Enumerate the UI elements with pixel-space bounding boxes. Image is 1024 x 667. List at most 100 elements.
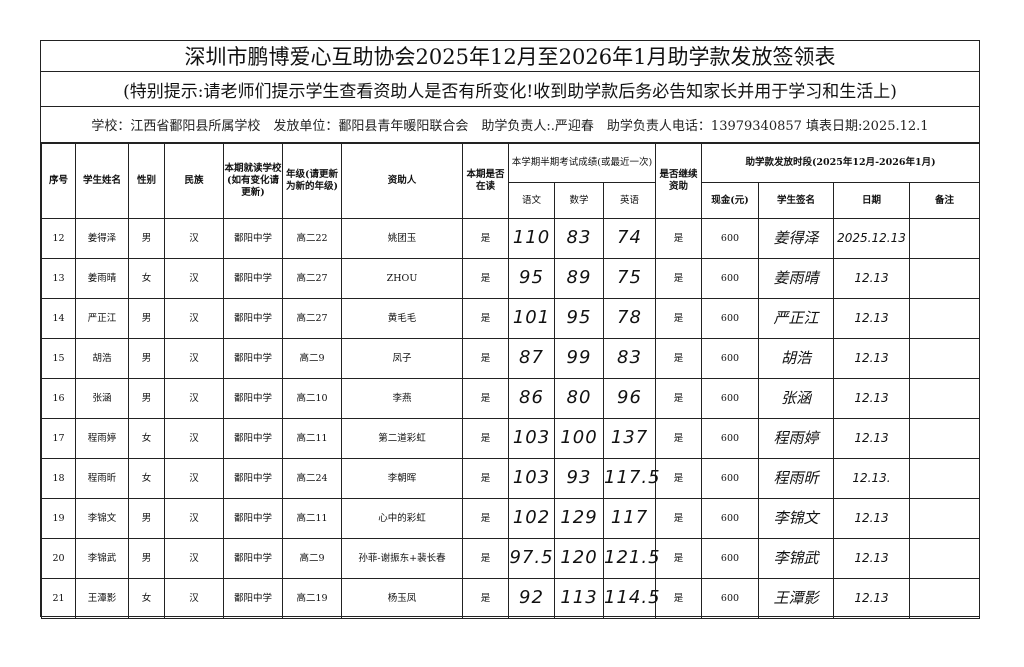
cell-grade: 高二11 xyxy=(282,498,342,539)
cell-continue: 是 xyxy=(655,498,702,539)
cell-gender: 男 xyxy=(128,538,165,579)
cell-date: 12.13 xyxy=(833,578,910,619)
cell-signature: 程雨昕 xyxy=(758,458,834,499)
header-school: 本期就读学校(如有变化请更新) xyxy=(223,143,283,219)
cell-remark xyxy=(908,218,981,259)
table-row: 17 程雨婷女汉鄱阳中学 高二11 第二道彩虹是 103 100 137 是 600 程雨婷 12.… xyxy=(41,418,981,459)
cell-enrolled: 是 xyxy=(462,538,509,579)
cell-chinese: 103 xyxy=(508,418,555,459)
header-period: 助学款发放时段(2025年12月-2026年1月) xyxy=(700,143,981,183)
cell-school: 鄱阳中学 xyxy=(223,298,283,339)
cell-grade: 高二9 xyxy=(282,538,342,579)
cell-continue: 是 xyxy=(655,538,702,579)
cell-name: 李锦文 xyxy=(75,498,129,539)
cell-cash: 600 xyxy=(701,378,759,419)
cell-grade: 高二27 xyxy=(282,258,342,299)
header-math: 数学 xyxy=(554,182,604,219)
cell-school: 鄱阳中学 xyxy=(223,498,283,539)
cell-sponsor: 杨玉凤 xyxy=(341,578,463,619)
cell-cash: 600 xyxy=(701,258,759,299)
cell-sponsor: 黄毛毛 xyxy=(341,298,463,339)
cell-enrolled: 是 xyxy=(462,378,509,419)
header-gender: 性别 xyxy=(128,143,165,219)
cell-name: 姜得泽 xyxy=(75,218,129,259)
cell-school: 鄱阳中学 xyxy=(223,458,283,499)
cell-ethnicity: 汉 xyxy=(164,578,224,619)
cell-english: 137 xyxy=(603,418,656,459)
cell-continue: 是 xyxy=(655,298,702,339)
cell-chinese: 110 xyxy=(508,218,555,259)
cell-remark xyxy=(908,338,981,379)
cell-continue: 是 xyxy=(655,218,702,259)
table-row: 14 严正江男汉鄱阳中学 高二27 黄毛毛是 101 95 78 是 600 严正江 12.13 xyxy=(41,298,981,339)
cell-name: 严正江 xyxy=(75,298,129,339)
cell-date: 12.13 xyxy=(833,298,910,339)
cell-name: 姜雨晴 xyxy=(75,258,129,299)
cell-remark xyxy=(908,418,981,459)
cell-ethnicity: 汉 xyxy=(164,498,224,539)
cell-cash: 600 xyxy=(701,298,759,339)
header-sponsor: 资助人 xyxy=(341,143,463,219)
cell-math: 80 xyxy=(554,378,604,419)
cell-date: 12.13 xyxy=(833,538,910,579)
cell-cash: 600 xyxy=(701,458,759,499)
cell-signature: 胡浩 xyxy=(758,338,834,379)
cell-name: 程雨昕 xyxy=(75,458,129,499)
cell-english: 117 xyxy=(603,498,656,539)
cell-no: 13 xyxy=(41,258,76,299)
cell-sponsor: ZHOU xyxy=(341,258,463,299)
cell-grade: 高二24 xyxy=(282,458,342,499)
cell-english: 96 xyxy=(603,378,656,419)
cell-enrolled: 是 xyxy=(462,338,509,379)
table-row: 12 姜得泽男汉鄱阳中学 高二22 姚团玉是 110 83 74 是 600 姜得泽 2025.12… xyxy=(41,218,981,259)
cell-chinese: 92 xyxy=(508,578,555,619)
cell-no: 16 xyxy=(41,378,76,419)
header-ethnicity: 民族 xyxy=(164,143,224,219)
cell-sponsor: 第二道彩虹 xyxy=(341,418,463,459)
cell-no: 21 xyxy=(41,578,76,619)
header-no: 序号 xyxy=(41,143,76,219)
cell-enrolled: 是 xyxy=(462,498,509,539)
table-row: 21 王潭影女汉鄱阳中学 高二19 杨玉凤是 92 113 114.5 是 600 王潭影 12.1… xyxy=(41,578,981,619)
cell-date: 12.13 xyxy=(833,338,910,379)
cell-chinese: 97.5 xyxy=(508,538,555,579)
cell-math: 129 xyxy=(554,498,604,539)
cell-remark xyxy=(908,458,981,499)
cell-math: 113 xyxy=(554,578,604,619)
cell-enrolled: 是 xyxy=(462,298,509,339)
cell-school: 鄱阳中学 xyxy=(223,338,283,379)
cell-signature: 程雨婷 xyxy=(758,418,834,459)
cell-chinese: 101 xyxy=(508,298,555,339)
cell-gender: 女 xyxy=(128,458,165,499)
form-sheet: 深圳市鹏博爱心互助协会2025年12月至2026年1月助学款发放签领表 (特别提… xyxy=(40,40,981,619)
cell-gender: 男 xyxy=(128,218,165,259)
cell-remark xyxy=(908,298,981,339)
cell-math: 89 xyxy=(554,258,604,299)
cell-enrolled: 是 xyxy=(462,218,509,259)
cell-signature: 严正江 xyxy=(758,298,834,339)
cell-school: 鄱阳中学 xyxy=(223,218,283,259)
header-enrolled: 本期是否在读 xyxy=(462,143,509,219)
cell-name: 张涵 xyxy=(75,378,129,419)
cell-date: 12.13 xyxy=(833,498,910,539)
table-row: 16 张涵男汉鄱阳中学 高二10 李燕是 86 80 96 是 600 张涵 12.13 xyxy=(41,378,981,419)
header-signature: 学生签名 xyxy=(758,182,834,219)
cell-ethnicity: 汉 xyxy=(164,418,224,459)
cell-math: 95 xyxy=(554,298,604,339)
cell-sponsor: 姚团玉 xyxy=(341,218,463,259)
cell-no: 18 xyxy=(41,458,76,499)
cell-sponsor: 李燕 xyxy=(341,378,463,419)
cell-signature: 张涵 xyxy=(758,378,834,419)
cell-grade: 高二9 xyxy=(282,338,342,379)
cell-ethnicity: 汉 xyxy=(164,538,224,579)
table-row: 18 程雨昕女汉鄱阳中学 高二24 李朝晖是 103 93 117.5 是 600 程雨昕 12.1… xyxy=(41,458,981,499)
cell-grade: 高二27 xyxy=(282,298,342,339)
cell-ethnicity: 汉 xyxy=(164,338,224,379)
cell-name: 胡浩 xyxy=(75,338,129,379)
cell-english: 121.5 xyxy=(603,538,660,579)
table-row: 19 李锦文男汉鄱阳中学 高二11 心中的彩虹是 102 129 117 是 600 李锦文 12.… xyxy=(41,498,981,539)
cell-signature: 姜雨晴 xyxy=(758,258,834,299)
cell-english: 83 xyxy=(603,338,656,379)
cell-date: 12.13. xyxy=(833,458,910,499)
cell-grade: 高二19 xyxy=(282,578,342,619)
